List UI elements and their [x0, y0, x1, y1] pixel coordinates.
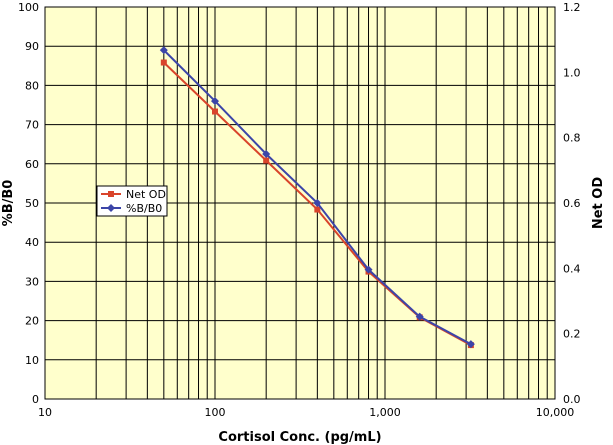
y-right-tick-label: 1.2 — [563, 1, 581, 14]
series--b-b0 — [159, 46, 475, 349]
tick-labels: 10 100 1,000 10,00001020304050607080901000.… — [18, 1, 581, 419]
data-point — [262, 150, 271, 158]
y-axis-right-title: Net OD — [591, 177, 606, 229]
data-point — [364, 265, 373, 274]
grid — [44, 6, 555, 400]
y-right-tick-label: 0.0 — [563, 393, 581, 406]
data-point — [313, 199, 322, 207]
x-tick-label: 10,000 — [536, 406, 575, 419]
y-left-tick-label: 20 — [25, 315, 39, 328]
y-left-tick-label: 90 — [25, 40, 39, 53]
y-right-tick-label: 0.6 — [563, 197, 581, 210]
y-left-tick-label: 50 — [25, 197, 39, 210]
legend-label: Net OD — [126, 188, 166, 201]
plot-frame — [44, 6, 556, 400]
y-left-tick-label: 10 — [25, 354, 39, 367]
legend-label: %B/B0 — [126, 202, 162, 215]
y-left-tick-label: 0 — [32, 393, 39, 406]
data-point — [466, 340, 475, 349]
y-right-tick-label: 1.0 — [563, 66, 581, 79]
y-left-tick-label: 30 — [25, 275, 39, 288]
legend-marker — [107, 204, 115, 212]
y-right-tick-label: 0.8 — [563, 132, 581, 145]
x-tick-label: 1,000 — [369, 406, 401, 419]
y-right-tick-label: 0.2 — [563, 328, 581, 341]
y-left-tick-label: 100 — [18, 1, 39, 14]
data-point — [314, 206, 321, 213]
data-point — [211, 97, 219, 106]
y-left-tick-label: 60 — [25, 158, 39, 171]
y-right-tick-label: 0.4 — [563, 262, 581, 275]
legend-marker — [108, 191, 114, 197]
data-point — [212, 108, 218, 115]
y-left-tick-label: 70 — [25, 119, 39, 132]
x-tick-label: 100 — [205, 406, 226, 419]
series-layer — [159, 46, 475, 349]
data-point — [160, 59, 167, 66]
y-axis-left-title: %B/B0 — [1, 180, 16, 227]
data-point — [263, 157, 270, 164]
y-left-tick-label: 80 — [25, 79, 39, 92]
data-point — [159, 46, 168, 55]
x-tick-label: 10 — [38, 406, 52, 419]
legend: Net OD%B/B0 — [96, 185, 168, 217]
data-point — [415, 312, 424, 321]
y-left-tick-label: 40 — [25, 236, 39, 249]
x-axis-title: Cortisol Conc. (pg/mL) — [218, 430, 381, 445]
